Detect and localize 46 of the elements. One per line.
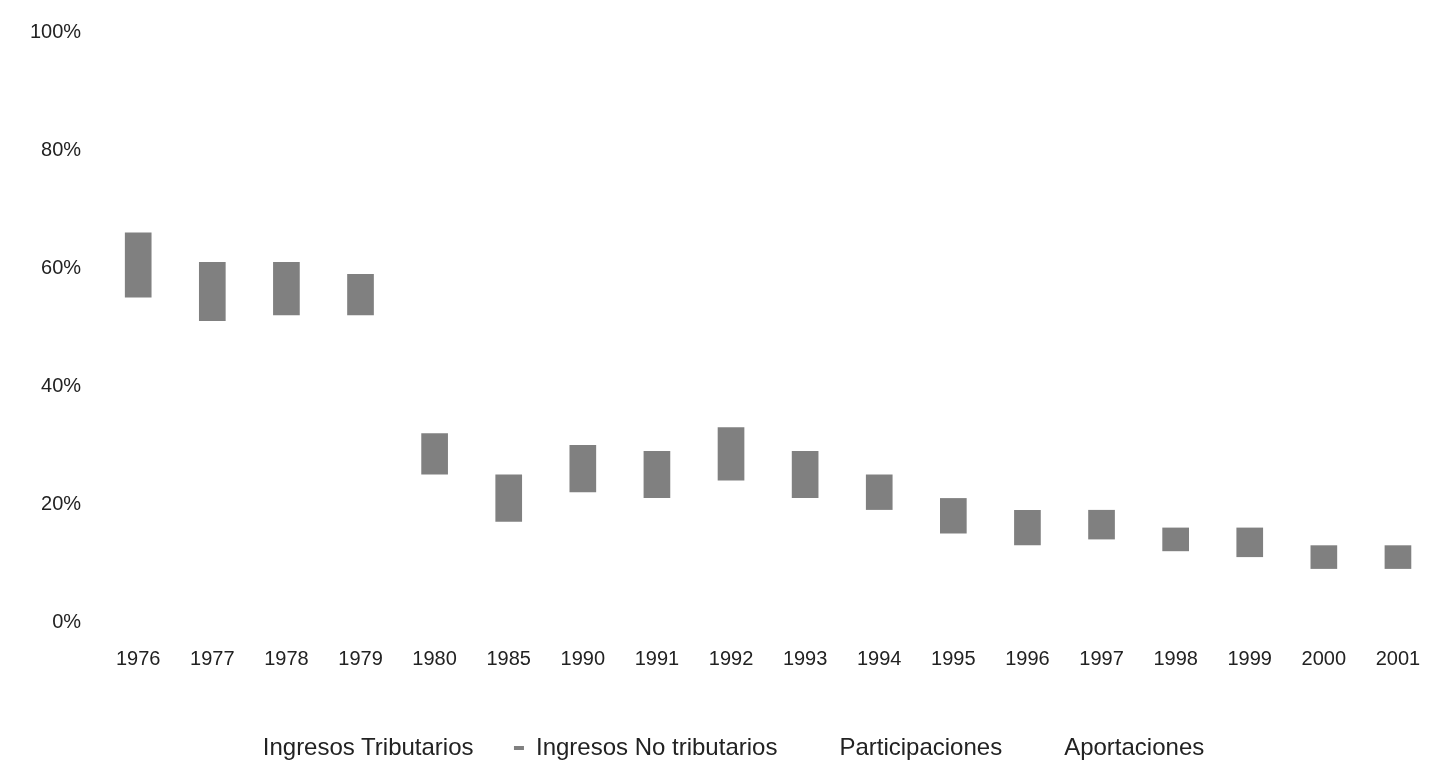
bar bbox=[1014, 509, 1041, 546]
bar bbox=[1384, 545, 1412, 569]
legend-label: Ingresos No tributarios bbox=[535, 732, 778, 760]
x-tick-label: 2001 bbox=[1375, 646, 1421, 669]
bar bbox=[1310, 545, 1338, 569]
y-tick-label: 80% bbox=[41, 137, 82, 160]
x-tick-label: 1992 bbox=[708, 646, 754, 669]
bar bbox=[717, 427, 745, 481]
x-tick-label: 1999 bbox=[1227, 646, 1272, 669]
y-tick-label: 20% bbox=[41, 491, 82, 514]
bar bbox=[273, 262, 300, 316]
y-tick-label: 0% bbox=[52, 609, 82, 632]
bar bbox=[1162, 527, 1189, 552]
x-tick-label: 1977 bbox=[190, 646, 235, 669]
x-tick-label: 1996 bbox=[1005, 646, 1050, 669]
bar bbox=[421, 433, 448, 475]
x-tick-label: 1995 bbox=[931, 646, 976, 669]
bar bbox=[495, 474, 523, 522]
bar bbox=[124, 232, 152, 298]
y-tick-label: 60% bbox=[41, 255, 82, 278]
bar bbox=[791, 450, 819, 499]
x-tick-label: 1998 bbox=[1153, 646, 1198, 669]
bar bbox=[198, 262, 226, 322]
x-tick-label: 1978 bbox=[264, 646, 309, 669]
bar bbox=[939, 498, 967, 534]
bar bbox=[865, 474, 893, 510]
x-tick-label: 1997 bbox=[1079, 646, 1124, 669]
x-tick-label: 2000 bbox=[1301, 646, 1347, 669]
x-tick-label: 1979 bbox=[338, 646, 383, 669]
x-tick-label: 1990 bbox=[560, 646, 606, 669]
y-tick-label: 100% bbox=[30, 19, 82, 42]
text: Participaciones bbox=[839, 732, 1003, 760]
x-tick-label: 1980 bbox=[412, 646, 457, 669]
x-tick-label: 1994 bbox=[856, 646, 902, 669]
bar bbox=[1088, 509, 1115, 540]
x-tick-label: 1976 bbox=[115, 646, 161, 669]
text: Ingresos Tributarios bbox=[262, 732, 474, 760]
bar bbox=[347, 273, 374, 316]
bar bbox=[643, 450, 671, 499]
text: Aportaciones bbox=[1064, 732, 1205, 760]
x-tick-label: 1991 bbox=[634, 646, 680, 669]
x-tick-label: 1985 bbox=[486, 646, 531, 669]
bar bbox=[569, 445, 597, 493]
y-tick-label: 40% bbox=[41, 373, 82, 396]
x-tick-label: 1993 bbox=[782, 646, 828, 669]
bar bbox=[1236, 527, 1264, 558]
